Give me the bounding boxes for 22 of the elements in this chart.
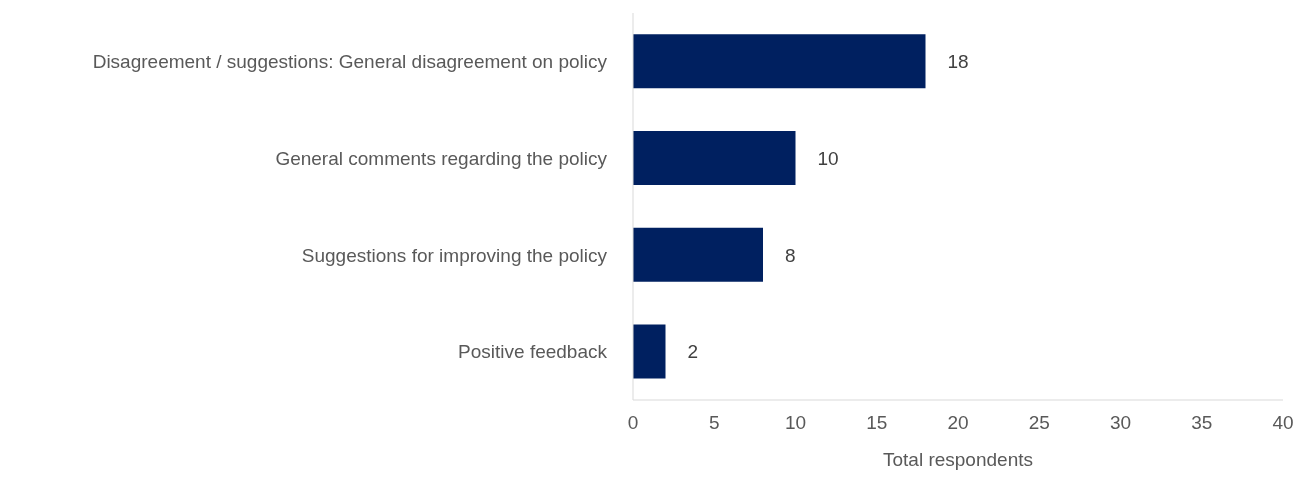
x-tick-label: 40 <box>1272 412 1294 434</box>
y-tick-label: Disagreement / suggestions: General disagreement on policy <box>92 51 608 73</box>
x-tick-label: 15 <box>866 412 888 434</box>
bar <box>633 131 796 186</box>
data-label: 2 <box>687 341 699 363</box>
x-tick-label: 20 <box>947 412 969 434</box>
x-tick-label: 10 <box>784 412 807 434</box>
bar <box>633 34 926 89</box>
y-tick-label: Suggestions for improving the policy <box>301 244 608 266</box>
data-label: 18 <box>947 51 969 73</box>
y-tick-label: General comments regarding the policy <box>275 147 608 169</box>
x-axis-title: Total respondents <box>883 449 1033 470</box>
data-label: 10 <box>817 147 839 169</box>
bar <box>633 227 763 282</box>
x-tick-label: 35 <box>1191 412 1213 434</box>
x-tick-label: 30 <box>1109 412 1132 434</box>
x-tick-label: 0 <box>627 412 639 434</box>
x-tick-label: 25 <box>1028 412 1050 434</box>
data-label: 8 <box>785 244 796 266</box>
bar <box>633 324 666 379</box>
x-tick-label: 5 <box>708 412 720 434</box>
y-tick-label: Positive feedback <box>458 341 608 363</box>
